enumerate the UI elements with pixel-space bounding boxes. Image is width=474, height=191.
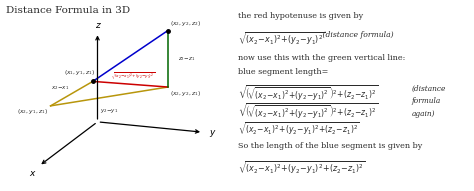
Text: $\sqrt{(x_2{-}x_1)^2{+}(y_2{-}y_1)^2}$: $\sqrt{(x_2{-}x_1)^2{+}(y_2{-}y_1)^2}$ bbox=[110, 72, 155, 82]
Text: So the length of the blue segment is given by: So the length of the blue segment is giv… bbox=[238, 142, 422, 150]
Text: $\sqrt{\!\left(\!\sqrt{(x_2\!-\!x_1)^2\!+\!(y_2\!-\!y_1)^2}\,\right)^{\!2}\!+\!(: $\sqrt{\!\left(\!\sqrt{(x_2\!-\!x_1)^2\!… bbox=[238, 102, 378, 122]
Text: $\sqrt{(x_2\!-\!x_1)^2\!+\!(y_2\!-\!y_1)^2}$: $\sqrt{(x_2\!-\!x_1)^2\!+\!(y_2\!-\!y_1)… bbox=[238, 31, 325, 48]
Text: $y$: $y$ bbox=[209, 128, 216, 139]
Text: $z$: $z$ bbox=[95, 21, 102, 30]
Text: (distance formula): (distance formula) bbox=[313, 31, 394, 39]
Text: Distance Formula in 3D: Distance Formula in 3D bbox=[6, 6, 130, 15]
Text: $(x_1,y_1,z_1)$: $(x_1,y_1,z_1)$ bbox=[64, 68, 95, 77]
Text: now use this with the green vertical line:: now use this with the green vertical lin… bbox=[238, 54, 406, 62]
Text: (distance: (distance bbox=[411, 85, 446, 93]
Text: $x$: $x$ bbox=[29, 169, 36, 178]
Text: $y_2\!-\!y_1$: $y_2\!-\!y_1$ bbox=[100, 107, 118, 115]
Text: $(x_2,y_2,z_2)$: $(x_2,y_2,z_2)$ bbox=[170, 19, 201, 28]
Text: again): again) bbox=[411, 110, 435, 118]
Text: $\sqrt{\!\left(\!\sqrt{(x_2\!-\!x_1)^2\!+\!(y_2\!-\!y_1)^2}\,\right)^{\!2}\!+\!(: $\sqrt{\!\left(\!\sqrt{(x_2\!-\!x_1)^2\!… bbox=[238, 83, 378, 104]
Text: $(x_2,y_2,z_1)$: $(x_2,y_2,z_1)$ bbox=[170, 89, 201, 98]
Text: $\sqrt{(x_2\!-\!x_1)^2\!+\!(y_2\!-\!y_1)^2\!+\!(z_2\!-\!z_1)^2}$: $\sqrt{(x_2\!-\!x_1)^2\!+\!(y_2\!-\!y_1)… bbox=[238, 121, 360, 138]
Text: the red hypotenuse is given by: the red hypotenuse is given by bbox=[238, 12, 363, 20]
Text: $z_2\!-\!z_1$: $z_2\!-\!z_1$ bbox=[178, 55, 196, 63]
Text: $\sqrt{(x_2\!-\!x_1)^2\!+\!(y_2\!-\!y_1)^2\!+\!(z_2\!-\!z_1)^2}$: $\sqrt{(x_2\!-\!x_1)^2\!+\!(y_2\!-\!y_1)… bbox=[238, 159, 366, 177]
Text: $x_2\!-\!x_1$: $x_2\!-\!x_1$ bbox=[51, 84, 69, 92]
Text: $(x_2,y_1,z_1)$: $(x_2,y_1,z_1)$ bbox=[17, 107, 48, 116]
Text: blue segment length=: blue segment length= bbox=[238, 68, 328, 76]
Text: formula: formula bbox=[411, 97, 441, 105]
